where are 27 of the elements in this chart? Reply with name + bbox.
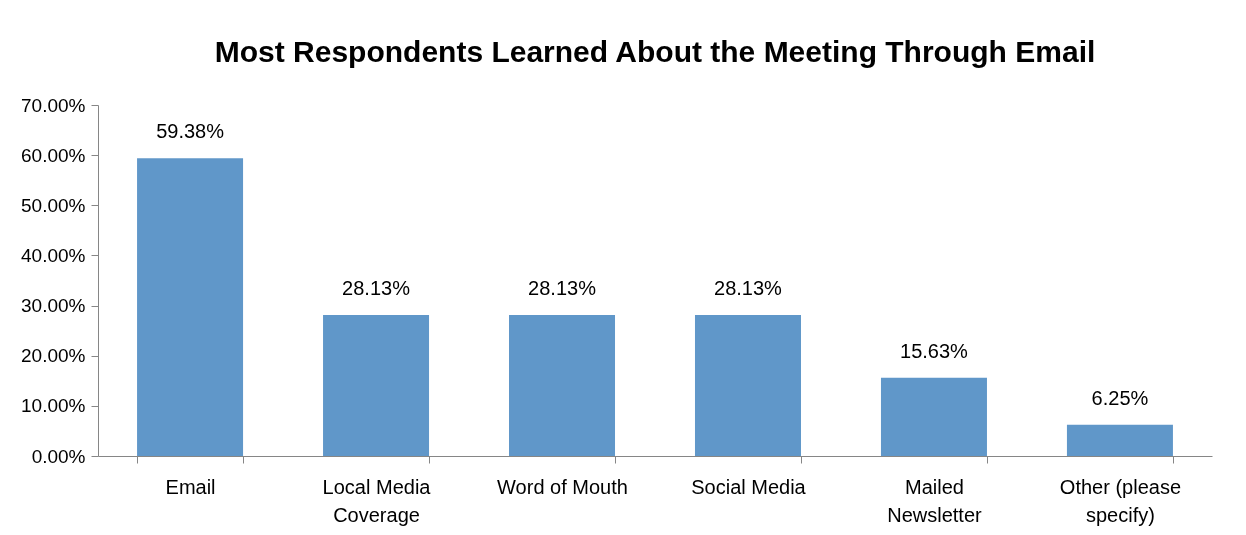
y-tick-label: 30.00% — [21, 295, 86, 317]
data-label: 28.13% — [714, 276, 783, 299]
bar — [880, 377, 987, 456]
x-tick-label: Word of Mouth — [497, 475, 628, 498]
data-label: 6.25% — [1091, 386, 1149, 409]
data-label: 28.13% — [342, 276, 411, 299]
bar — [694, 314, 801, 456]
y-tick-label: 0.00% — [31, 445, 86, 467]
y-tick-label: 10.00% — [21, 395, 86, 417]
bar — [137, 158, 244, 456]
data-label: 15.63% — [900, 339, 969, 362]
bar — [509, 314, 616, 456]
y-tick-label: 40.00% — [21, 244, 86, 266]
y-tick-label: 20.00% — [21, 345, 86, 367]
x-tick-label: Other (please specify) — [1059, 475, 1182, 526]
bar — [323, 314, 430, 456]
x-tick-label: Social Media — [691, 475, 807, 498]
x-tick-label: Local Media Coverage — [322, 475, 432, 526]
bar — [1066, 424, 1173, 456]
data-label: 28.13% — [528, 276, 597, 299]
x-tick-label: Email — [165, 475, 216, 498]
y-tick-label: 70.00% — [21, 94, 86, 116]
y-tick-label: 60.00% — [21, 144, 86, 166]
chart-title: Most Respondents Learned About the Meeting Through Email — [214, 35, 1096, 68]
y-tick-label: 50.00% — [21, 194, 86, 216]
data-label: 59.38% — [156, 120, 225, 143]
x-tick-label: Mailed Newsletter — [887, 475, 983, 526]
